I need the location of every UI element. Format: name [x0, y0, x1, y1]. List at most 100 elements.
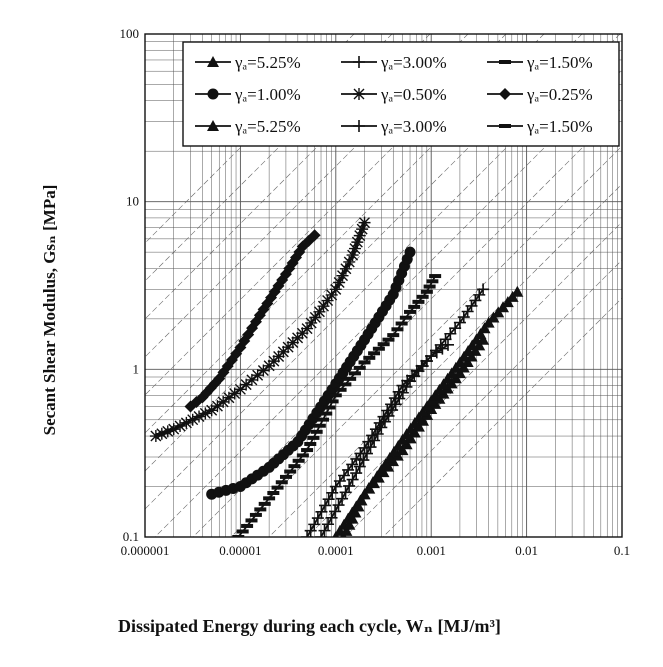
data-point-bar	[423, 284, 436, 289]
data-point-asterisk	[353, 229, 366, 242]
data-point-diamond	[499, 88, 511, 100]
data-point-triangle	[404, 422, 417, 434]
data-point-triangle	[375, 464, 388, 476]
legend-item: γₐ=1.50%	[487, 117, 593, 136]
data-point-plus	[350, 467, 363, 480]
data-point-asterisk	[193, 410, 206, 423]
data-point-bar	[310, 429, 323, 434]
data-point-asterisk	[228, 387, 241, 400]
data-point-bar	[271, 485, 284, 490]
legend-item: γₐ=0.50%	[341, 85, 447, 104]
data-point-triangle	[400, 428, 413, 440]
data-point-asterisk	[251, 369, 264, 382]
data-point-asterisk	[358, 216, 371, 229]
data-point-bar	[416, 294, 429, 299]
data-point-bar	[412, 299, 425, 304]
data-point-plus	[315, 505, 328, 518]
reference-diagonal-line	[192, 107, 622, 537]
legend-label: γₐ=5.25%	[234, 117, 301, 136]
y-tick-label: 0.1	[123, 529, 139, 544]
data-point-bar	[399, 315, 412, 320]
legend-item: γₐ=5.25%	[195, 117, 301, 136]
data-point-bar	[387, 333, 400, 338]
legend-label: γₐ=3.00%	[380, 117, 447, 136]
data-point-triangle	[392, 439, 405, 451]
legend-label: γₐ=5.25%	[234, 53, 301, 72]
legend-label: γₐ=3.00%	[380, 53, 447, 72]
data-point-plus	[304, 524, 317, 537]
data-point-plus	[339, 486, 352, 499]
x-tick-label: 0.0001	[318, 543, 354, 558]
legend-item: γₐ=1.00%	[195, 85, 301, 104]
legend-item: γₐ=1.50%	[487, 53, 593, 72]
data-point-plus	[322, 518, 335, 531]
x-tick-label: 0.01	[515, 543, 538, 558]
data-point-bar	[279, 474, 292, 479]
data-point-plus	[336, 492, 349, 505]
data-point-asterisk	[161, 425, 174, 438]
data-point-triangle	[383, 451, 396, 463]
data-point-triangle	[462, 345, 475, 357]
data-point-asterisk	[167, 423, 180, 436]
data-point-bar	[395, 321, 408, 326]
series-line	[211, 251, 411, 496]
data-point-triangle	[346, 512, 359, 524]
data-point-plus	[329, 505, 342, 518]
data-point-plus	[325, 511, 338, 524]
data-point-triangle	[340, 524, 353, 536]
data-point-asterisk	[149, 430, 162, 443]
x-tick-label: 0.1	[614, 543, 630, 558]
data-point-bar	[288, 464, 301, 469]
data-point-bar	[320, 411, 333, 416]
plot-frame	[144, 33, 623, 538]
data-point-bar	[368, 351, 381, 356]
data-point-plus	[319, 499, 332, 512]
data-point-plus	[477, 283, 490, 296]
data-point-bar	[377, 342, 390, 347]
legend-label: γₐ=1.00%	[234, 85, 301, 104]
reference-diagonal-line	[154, 69, 622, 537]
x-tick-label: 0.000001	[121, 543, 170, 558]
x-axis-label: Dissipated Energy during each cycle, Wₙ …	[118, 616, 501, 636]
data-point-triangle	[355, 494, 368, 506]
data-point-plus	[371, 427, 384, 440]
data-point-asterisk	[353, 88, 365, 100]
data-point-bar	[344, 376, 357, 381]
data-point-plus	[315, 531, 328, 537]
data-point-bar	[329, 393, 342, 398]
data-series	[340, 285, 524, 537]
data-point-plus	[322, 493, 335, 506]
data-point-bar	[249, 512, 262, 517]
reference-diagonal-line	[230, 145, 622, 537]
data-point-bar	[363, 355, 376, 360]
data-point-bar	[232, 535, 245, 537]
x-tick-label: 0.00001	[219, 543, 261, 558]
data-point-asterisk	[257, 364, 270, 377]
y-tick-label: 1	[133, 361, 140, 376]
data-point-asterisk	[174, 419, 187, 432]
y-tick-label: 100	[120, 26, 140, 41]
data-point-plus	[362, 435, 375, 448]
data-point-triangle	[408, 417, 421, 429]
data-point-plus	[353, 460, 366, 473]
data-point-asterisk	[155, 427, 168, 440]
data-series	[315, 283, 490, 537]
data-point-asterisk	[329, 283, 342, 296]
data-point-triangle	[358, 488, 371, 500]
data-point-asterisk	[234, 383, 247, 396]
data-point-bar	[499, 60, 511, 64]
data-point-bar	[326, 399, 339, 404]
data-point-bar	[404, 309, 417, 314]
data-point-asterisk	[186, 413, 199, 426]
legend-box	[182, 41, 620, 147]
legend-label: γₐ=1.50%	[526, 117, 593, 136]
data-point-plus	[308, 518, 321, 531]
legend-item: γₐ=5.25%	[195, 53, 301, 72]
data-point-asterisk	[325, 288, 338, 301]
data-point-bar	[426, 279, 439, 284]
data-point-triangle	[412, 411, 425, 423]
data-series	[206, 246, 416, 500]
data-point-bar	[339, 382, 352, 387]
data-point-triangle	[352, 500, 365, 512]
